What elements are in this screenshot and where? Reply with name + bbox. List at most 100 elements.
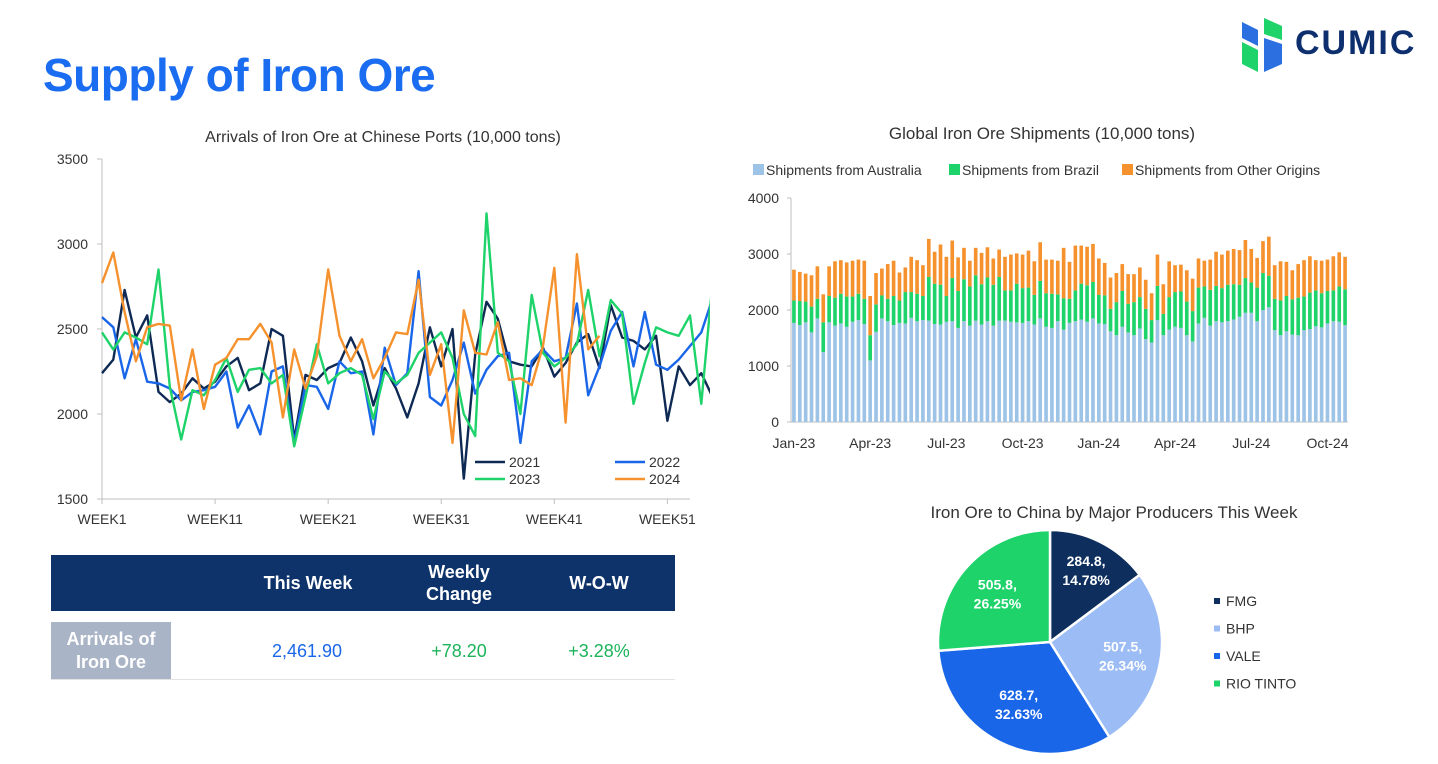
bar-segment-brazil	[1302, 296, 1306, 331]
bar-segment-australia	[1325, 323, 1330, 422]
bar-segment-other	[1132, 274, 1136, 303]
bar-segment-australia	[1249, 312, 1254, 422]
legend-label: 2024	[649, 471, 680, 487]
bar-segment-brazil	[1161, 313, 1166, 336]
bar-segment-australia	[1009, 321, 1013, 422]
bar-chart-title: Global Iron Ore Shipments (10,000 tons)	[889, 124, 1195, 143]
bar-segment-australia	[856, 320, 861, 422]
bar-chart-legend: Shipments from Australia Shipments from B…	[753, 162, 1320, 178]
bar-segment-brazil	[1308, 292, 1312, 330]
y-tick-label: 2000	[748, 302, 779, 318]
bar-segment-australia	[903, 323, 908, 422]
bar-segment-australia	[1102, 324, 1107, 422]
bar-segment-brazil	[1278, 300, 1283, 336]
legend-label: Shipments from Brazil	[962, 162, 1099, 178]
line-chart-axes: 1500 2000 2500 3000 3500 WEEK1 WEEK11 WEEK21 WEE…	[57, 151, 696, 527]
y-tick-label: 1000	[748, 358, 779, 374]
bar-segment-brazil	[915, 293, 919, 322]
bar-segment-other	[1067, 261, 1072, 299]
bar-segment-other	[1161, 284, 1166, 314]
bar-segment-brazil	[1231, 284, 1236, 320]
bar-segment-australia	[1319, 327, 1324, 422]
bar-segment-other	[985, 247, 990, 278]
bar-segment-other	[885, 264, 890, 299]
bar-segment-australia	[1196, 323, 1201, 422]
bar-segment-brazil	[944, 296, 949, 322]
legend-swatch	[1214, 598, 1220, 604]
bar-segment-australia	[792, 322, 796, 422]
bar-segment-brazil	[880, 295, 884, 319]
bar-segment-brazil	[1079, 283, 1084, 320]
bar-segment-brazil	[1214, 285, 1218, 322]
x-tick-label: WEEK1	[77, 511, 126, 527]
series-line-2024	[100, 251, 601, 445]
bar-segment-australia	[1220, 322, 1224, 422]
bar-segment-brazil	[921, 296, 925, 321]
bar-segment-other	[874, 273, 878, 305]
legend-swatch	[1214, 625, 1220, 632]
bar-segment-australia	[1267, 307, 1271, 422]
bar-segment-other	[827, 266, 831, 296]
legend-swatch	[753, 164, 764, 175]
row-divider	[51, 679, 675, 680]
bar-segment-australia	[1202, 317, 1207, 422]
bar-segment-other	[1225, 250, 1230, 285]
bar-segment-australia	[1120, 326, 1125, 422]
legend-swatch	[949, 164, 960, 175]
bar-segment-brazil	[792, 300, 796, 323]
bar-segment-brazil	[1202, 286, 1207, 318]
slice-value-label: 507.5,	[1103, 639, 1142, 655]
wow-value: +3.28%	[568, 640, 630, 661]
bar-segment-australia	[1020, 322, 1025, 422]
bar-segment-australia	[1132, 335, 1136, 422]
y-tick-label: 1500	[57, 491, 88, 507]
logo-text: CUMIC	[1295, 24, 1417, 62]
bar-segment-brazil	[997, 276, 1001, 321]
bar-segment-brazil	[1284, 296, 1289, 332]
bar-segment-other	[1085, 246, 1089, 286]
bar-segment-brazil	[1073, 290, 1078, 322]
bar-segment-brazil	[1044, 293, 1048, 327]
slice-percent-label: 26.25%	[974, 595, 1022, 611]
bar-segment-australia	[985, 321, 990, 422]
bar-segment-australia	[1061, 329, 1066, 422]
bar-segment-australia	[1331, 321, 1336, 422]
bar-segment-other	[1278, 261, 1283, 301]
bar-segment-brazil	[874, 304, 878, 332]
bar-segment-brazil	[938, 284, 943, 325]
bar-segment-australia	[1073, 321, 1078, 422]
y-tick-label: 0	[771, 414, 779, 430]
bar-segment-other	[1255, 257, 1259, 288]
bar-segment-other	[815, 266, 820, 299]
bar-segment-brazil	[909, 292, 914, 318]
bar-segment-brazil	[1050, 293, 1054, 328]
bar-segment-other	[1290, 270, 1295, 300]
bar-segment-australia	[956, 327, 960, 422]
bar-segment-other	[909, 256, 914, 293]
bar-segment-brazil	[932, 283, 937, 324]
bar-segment-other	[897, 272, 902, 301]
bar-segment-other	[1214, 251, 1218, 286]
bar-segment-australia	[874, 331, 878, 422]
bar-segment-australia	[844, 326, 849, 422]
bar-segment-brazil	[897, 300, 902, 323]
bar-segment-brazil	[1120, 290, 1125, 327]
bar-segment-brazil	[1190, 311, 1195, 342]
bar-segment-australia	[885, 321, 890, 422]
x-tick-label: Apr-24	[1154, 435, 1196, 451]
bar-segment-brazil	[839, 293, 843, 324]
bar-segment-brazil	[803, 301, 808, 323]
bar-segment-other	[1308, 256, 1312, 293]
bar-segment-australia	[1167, 329, 1171, 422]
bar-segment-australia	[1337, 321, 1342, 422]
bar-segment-brazil	[827, 296, 831, 323]
bar-segment-other	[932, 251, 937, 284]
bar-segment-brazil	[1097, 294, 1101, 324]
bar-segment-other	[1261, 241, 1265, 274]
legend-label: Shipments from Australia	[766, 162, 922, 178]
bar-segment-other	[809, 275, 814, 307]
bar-segment-australia	[1026, 321, 1031, 422]
bar-segment-brazil	[926, 276, 931, 321]
bar-segment-brazil	[1337, 286, 1342, 322]
bar-segment-australia	[1296, 335, 1300, 422]
